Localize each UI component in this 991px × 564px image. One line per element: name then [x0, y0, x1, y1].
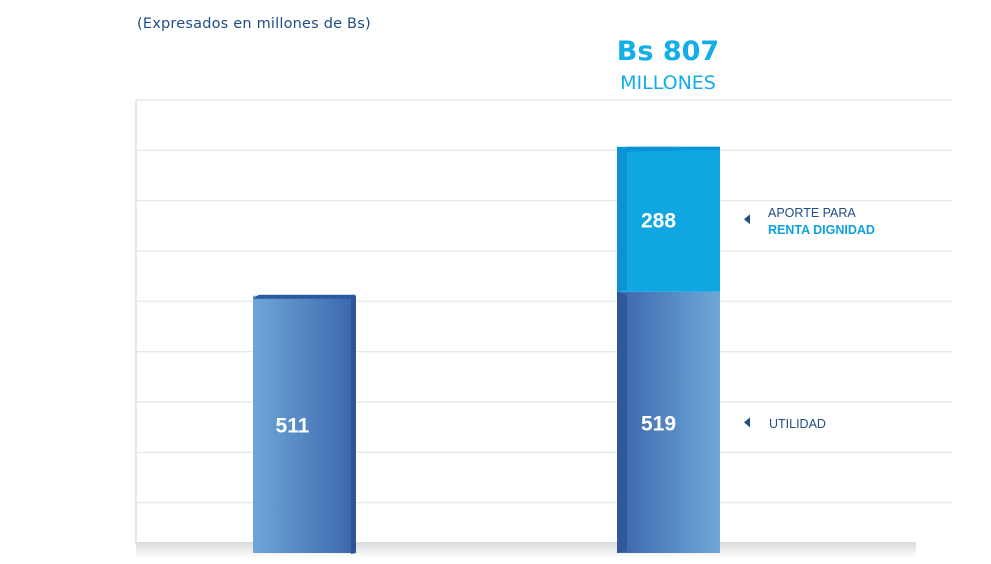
data-label: 511	[276, 414, 310, 437]
bar-side-face	[617, 291, 627, 553]
bar-top-cap	[617, 146, 720, 152]
bar-segment	[617, 291, 720, 553]
bar-segment	[617, 146, 720, 292]
legend-marker-icon	[744, 417, 750, 428]
total-unit: MILLONES	[620, 72, 716, 94]
legend-aporte-line2: RENTA DIGNIDAD	[768, 223, 875, 237]
legend-aporte-line1: APORTE PARA	[768, 206, 856, 220]
total-value: Bs 807	[616, 36, 720, 67]
bar-side-face	[351, 295, 356, 554]
data-label: 288	[641, 209, 676, 232]
data-labels-group: 511 519 288	[276, 209, 677, 437]
legend-utilidad: UTILIDAD	[769, 417, 826, 431]
bar-top-cap	[253, 294, 356, 299]
data-label: 519	[641, 412, 676, 435]
legend-marker-icon	[744, 214, 750, 225]
bars-group	[253, 146, 720, 554]
chart-subtitle: (Expresados en millones de Bs)	[137, 16, 371, 32]
legend-markers-group	[744, 214, 750, 428]
bar-segment	[253, 295, 356, 553]
bar-side-face	[617, 146, 627, 292]
